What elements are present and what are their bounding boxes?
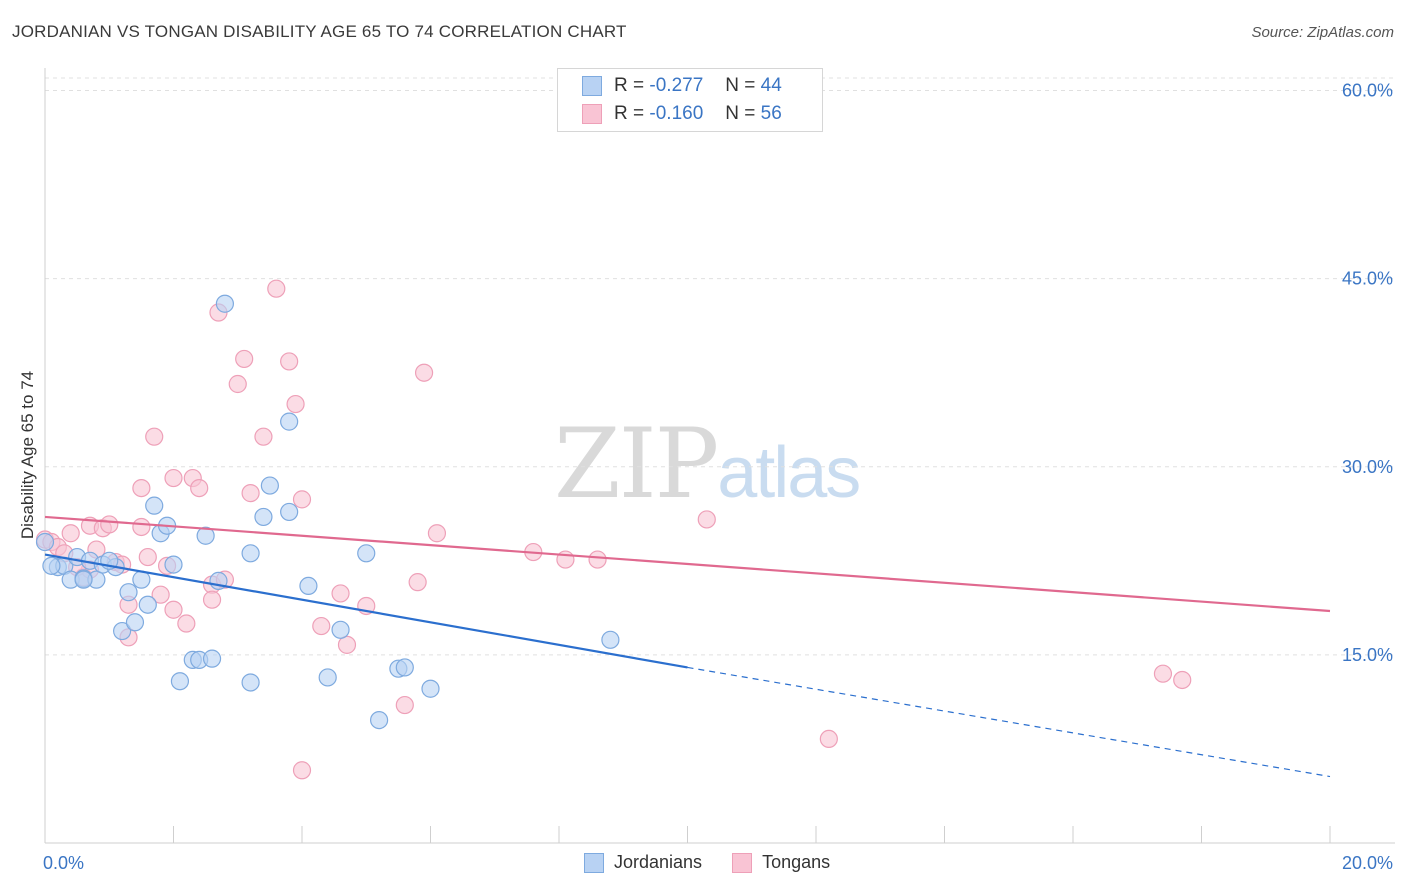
tongans-legend-label: Tongans — [762, 852, 831, 872]
x-tick-label: 0.0% — [43, 853, 84, 873]
jordanian-point — [299, 576, 318, 596]
tongans-n-value: 56 — [760, 103, 782, 124]
n-label: N = — [725, 103, 756, 124]
jordanian-point — [170, 672, 190, 691]
tongan-point — [312, 616, 331, 636]
watermark: ZIPatlas — [554, 408, 861, 520]
tongan-point — [235, 349, 254, 369]
jordanian-point — [241, 673, 260, 692]
tongan-point — [588, 550, 607, 569]
jordanian-point — [215, 294, 234, 313]
jordanians-n-value: 44 — [760, 75, 782, 96]
y-tick-label: 30.0% — [1342, 457, 1393, 477]
jordanian-point — [138, 595, 157, 614]
tongans-legend-swatch — [732, 852, 753, 873]
x-tick-label: 20.0% — [1342, 853, 1393, 873]
tongan-point — [151, 585, 170, 604]
tongan-point — [697, 510, 716, 529]
tongan-point — [132, 517, 151, 537]
jordanian-point — [254, 507, 273, 527]
tongan-point — [138, 547, 157, 567]
tongans-trendline — [44, 515, 1331, 613]
n-label: N = — [725, 75, 756, 96]
tongan-point — [267, 279, 286, 298]
tongan-point — [408, 573, 427, 592]
jordanian-point — [280, 412, 299, 431]
tongan-point — [202, 590, 222, 609]
r-label: R = — [614, 75, 645, 96]
series-legend: Jordanians Tongans — [584, 852, 860, 873]
jordanian-point — [601, 630, 620, 649]
jordanians-trendline — [44, 553, 688, 669]
tongan-point — [292, 761, 312, 780]
tongan-point — [427, 524, 447, 543]
jordanian-point — [331, 620, 350, 639]
jordanian-point — [164, 555, 183, 574]
jordanians-swatch — [582, 76, 602, 96]
tongan-point — [819, 729, 838, 749]
watermark-atlas: atlas — [717, 433, 861, 513]
jordanian-point — [395, 658, 414, 677]
watermark-zip: ZIP — [554, 408, 719, 520]
jordanian-point — [74, 570, 93, 589]
tongan-point — [1173, 670, 1192, 690]
jordanian-point — [119, 583, 138, 602]
tongan-point — [228, 374, 247, 394]
legend-row-tongans: R = -0.160 N = 56 — [582, 101, 782, 127]
tongan-point — [1153, 664, 1173, 683]
tongan-point — [337, 635, 357, 654]
r-label: R = — [614, 103, 645, 124]
jordanian-point — [280, 502, 299, 522]
y-axis-label: Disability Age 65 to 74 — [18, 371, 37, 539]
jordanians-legend-swatch — [584, 852, 604, 873]
tongan-point — [164, 600, 183, 619]
source-label: Source: ZipAtlas.com — [1251, 24, 1394, 41]
y-tick-label: 45.0% — [1342, 269, 1393, 289]
tongan-point — [280, 352, 299, 371]
y-tick-label: 60.0% — [1342, 81, 1393, 101]
legend-row-jordanians: R = -0.277 N = 44 — [582, 73, 782, 99]
tongan-point — [331, 584, 350, 603]
tongan-point — [190, 478, 209, 498]
jordanian-point — [260, 476, 279, 495]
jordanian-point — [145, 496, 164, 515]
jordanian-point — [318, 668, 337, 687]
jordanian-point — [132, 570, 151, 589]
legend-item-jordanians: Jordanians — [584, 852, 702, 873]
jordanian-point — [370, 710, 389, 730]
tongan-point — [241, 484, 260, 503]
jordanian-point — [42, 556, 61, 575]
tongan-point — [164, 468, 183, 488]
tongans-swatch — [582, 104, 602, 124]
stats-legend: R = -0.277 N = 44 R = -0.160 N = 56 — [557, 68, 823, 132]
tongan-point — [395, 695, 414, 715]
jordanians-legend-label: Jordanians — [614, 852, 703, 872]
jordanian-point — [357, 544, 376, 563]
jordanians-trendline-extension — [687, 666, 1331, 778]
tongan-point — [254, 427, 273, 446]
tongan-point — [177, 614, 196, 633]
tongan-point — [132, 478, 151, 498]
jordanian-point — [202, 649, 222, 668]
tongan-point — [145, 427, 164, 446]
chart-title: JORDANIAN VS TONGAN DISABILITY AGE 65 TO… — [12, 22, 627, 41]
tongan-point — [100, 515, 119, 534]
tongan-point — [292, 490, 312, 509]
jordanian-point — [421, 679, 440, 698]
legend-item-tongans: Tongans — [732, 852, 830, 873]
jordanian-point — [125, 613, 145, 632]
tongans-r-value: -0.160 — [649, 103, 704, 124]
tongan-point — [61, 524, 80, 543]
jordanians-r-value: -0.277 — [649, 75, 704, 96]
jordanian-point — [35, 532, 55, 552]
jordanian-point — [241, 544, 260, 563]
tongan-point — [286, 394, 305, 414]
tongan-point — [414, 363, 434, 382]
y-tick-label: 15.0% — [1342, 645, 1393, 665]
jordanian-point — [112, 621, 132, 641]
jordanian-point — [196, 526, 215, 545]
